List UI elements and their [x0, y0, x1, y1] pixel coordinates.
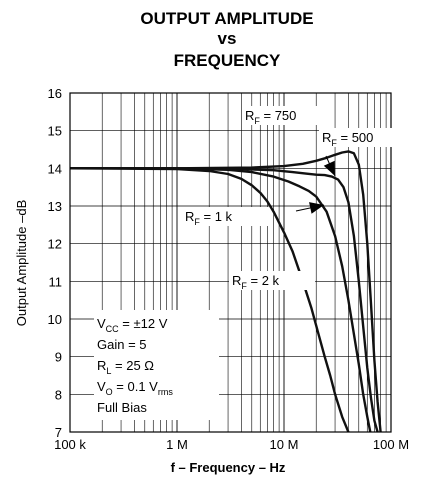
series-label-rf-500: RF = 500 — [322, 130, 373, 148]
y-tick-label: 9 — [55, 350, 62, 365]
arrow-group — [295, 155, 336, 214]
x-tick-label: 1 M — [166, 437, 188, 452]
y-tick-label: 13 — [48, 199, 62, 214]
series-label-rf-1k: RF = 1 k — [185, 209, 233, 227]
arrow-rf-1k-head — [309, 202, 324, 214]
y-tick-label: 12 — [48, 237, 62, 252]
condition-line: Gain = 5 — [97, 337, 147, 352]
x-tick-label: 100 M — [373, 437, 409, 452]
condition-line: Full Bias — [97, 400, 147, 415]
series-label-rf-750: RF = 750 — [245, 108, 296, 126]
y-axis-label: Output Amplitude –dB — [14, 200, 29, 326]
conditions-block: VCC = ±12 V Gain = 5 RL = 25 Ω VO = 0.1 Vrm… — [94, 310, 219, 420]
series-group — [69, 150, 382, 433]
series-line-rf-2k — [69, 167, 350, 433]
arrow-rf-500-head — [323, 160, 335, 176]
y-tick-label: 15 — [48, 124, 62, 139]
y-tick-label: 10 — [48, 312, 62, 327]
chart-title-line-2: vs — [218, 29, 237, 48]
series-label-bg — [229, 271, 315, 290]
y-tick-labels: 7 8 9 10 11 12 13 14 15 16 — [48, 86, 62, 440]
y-tick-label: 8 — [55, 387, 62, 402]
x-tick-label: 10 M — [270, 437, 299, 452]
series-label-bg — [182, 207, 268, 226]
x-tick-label: 100 k — [54, 437, 86, 452]
y-tick-label: 7 — [55, 425, 62, 440]
y-tick-label: 14 — [48, 161, 62, 176]
series-label-bg — [319, 128, 405, 147]
series-labels: RF = 750 RF = 500 RF = 1 k RF = 2 k — [182, 106, 405, 291]
plot-frame — [69, 92, 392, 433]
x-axis-label: f – Frequency – Hz — [171, 460, 286, 475]
chart-title-line-1: OUTPUT AMPLITUDE — [140, 9, 313, 28]
series-label-rf-2k: RF = 2 k — [232, 273, 280, 291]
conditions-bg — [94, 310, 219, 420]
condition-line: VO = 0.1 Vrms — [97, 379, 173, 397]
series-line-rf-500 — [70, 167, 379, 433]
chart-title-line-3: FREQUENCY — [174, 51, 281, 70]
y-tick-label: 16 — [48, 86, 62, 101]
x-tick-labels: 100 k 1 M 10 M 100 M — [54, 437, 409, 452]
series-line-rf-750 — [70, 150, 382, 433]
series-line-rf-1k — [70, 167, 372, 433]
condition-line: RL = 25 Ω — [97, 358, 154, 376]
y-tick-label: 11 — [49, 274, 63, 289]
series-label-bg — [242, 106, 328, 125]
condition-line: VCC = ±12 V — [97, 316, 168, 334]
